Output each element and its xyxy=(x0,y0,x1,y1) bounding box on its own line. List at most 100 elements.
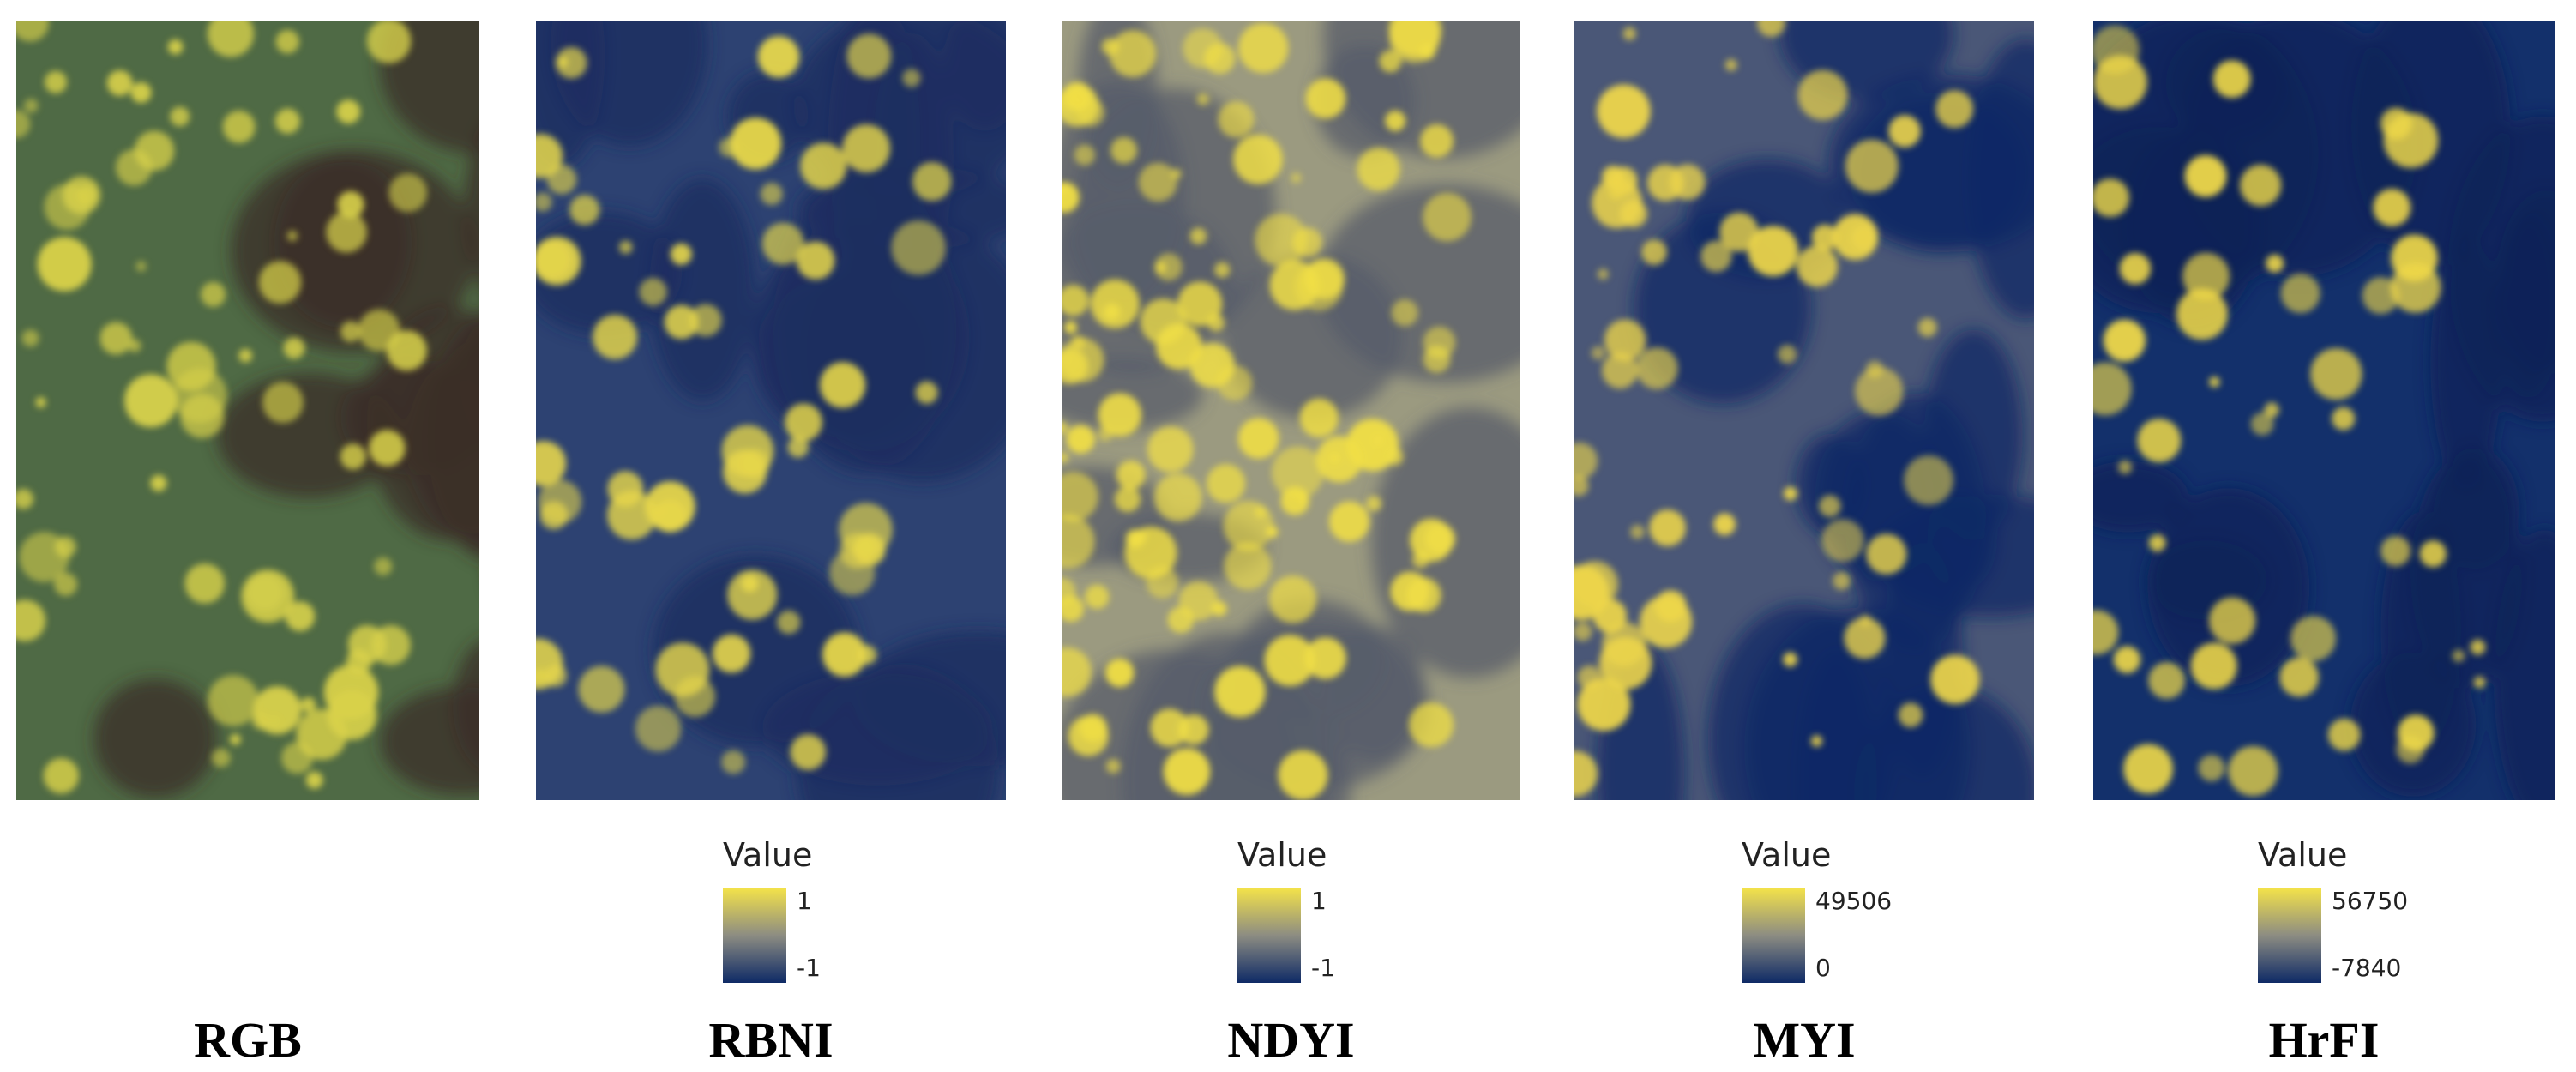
highlight-blob xyxy=(1888,115,1921,148)
highlight-blob xyxy=(2137,419,2182,463)
highlight-blob xyxy=(16,21,50,42)
highlight-blob xyxy=(1646,164,1684,202)
highlight-blob xyxy=(2119,253,2152,285)
highlight-blob xyxy=(635,705,682,752)
highlight-blob xyxy=(1423,192,1472,242)
highlight-blob xyxy=(1062,285,1089,316)
highlight-blob xyxy=(1062,515,1095,569)
highlight-blob xyxy=(1930,654,1980,704)
shade-blob xyxy=(1795,433,1867,535)
highlight-blob xyxy=(740,448,770,479)
highlight-blob xyxy=(1214,665,1266,718)
highlight-blob xyxy=(1602,622,1646,667)
highlight-blob xyxy=(246,574,284,611)
highlight-blob xyxy=(251,711,270,730)
highlight-blob xyxy=(1305,78,1346,119)
highlight-blob xyxy=(1597,268,1609,280)
highlight-blob xyxy=(777,610,801,635)
highlight-blob xyxy=(1233,134,1283,184)
highlight-blob xyxy=(1591,346,1605,360)
highlight-blob xyxy=(796,241,835,280)
highlight-blob xyxy=(2250,412,2274,436)
highlight-blob xyxy=(1124,527,1177,580)
highlight-blob xyxy=(2093,25,2140,75)
highlight-blob xyxy=(275,29,300,54)
highlight-blob xyxy=(1090,279,1140,328)
highlight-blob xyxy=(1178,714,1209,745)
highlight-blob xyxy=(1602,352,1639,389)
shade-blob xyxy=(93,678,217,798)
highlight-blob xyxy=(1150,708,1189,748)
highlight-blob xyxy=(1105,658,1135,688)
highlight-blob xyxy=(800,142,847,190)
highlight-blob xyxy=(1832,214,1879,261)
highlight-blob xyxy=(1845,139,1899,193)
legend-max: 56750 xyxy=(2332,887,2408,915)
highlight-blob xyxy=(1597,84,1651,139)
highlight-blob xyxy=(21,329,39,347)
highlight-blob xyxy=(305,771,323,789)
highlight-blob xyxy=(618,240,633,255)
highlight-blob xyxy=(1062,338,1104,382)
highlight-blob xyxy=(1641,239,1668,266)
shade-blob xyxy=(380,687,479,796)
highlight-blob xyxy=(16,489,34,509)
highlight-blob xyxy=(2198,755,2225,782)
highlight-blob xyxy=(285,601,316,632)
highlight-blob xyxy=(211,748,231,768)
highlight-blob xyxy=(1268,575,1317,623)
highlight-blob xyxy=(1757,21,1785,38)
highlight-blob xyxy=(1630,524,1645,539)
highlight-blob xyxy=(1783,652,1798,667)
highlight-blob xyxy=(323,665,379,720)
highlight-blob xyxy=(1713,513,1736,536)
highlight-blob xyxy=(1079,714,1108,743)
highlight-blob xyxy=(1379,50,1402,73)
highlight-blob xyxy=(369,430,406,467)
highlight-blob xyxy=(546,164,577,195)
legend-min: -1 xyxy=(797,954,821,982)
highlight-blob xyxy=(1424,523,1456,555)
shade-blob xyxy=(536,21,605,166)
highlight-blob xyxy=(1178,581,1219,621)
highlight-blob xyxy=(689,304,722,337)
highlight-blob xyxy=(326,211,367,253)
highlight-blob xyxy=(2391,234,2438,282)
highlight-blob xyxy=(712,634,751,673)
highlight-blob xyxy=(785,403,823,442)
shade-blob xyxy=(1828,74,2034,252)
panel-title: NDYI xyxy=(1227,1012,1354,1068)
highlight-blob xyxy=(1577,678,1631,732)
highlight-blob xyxy=(2310,347,2362,400)
highlight-blob xyxy=(1204,43,1236,75)
highlight-blob xyxy=(1085,584,1110,610)
highlight-blob xyxy=(790,734,827,770)
highlight-blob xyxy=(1418,43,1435,60)
highlight-blob xyxy=(2240,165,2282,207)
highlight-blob xyxy=(1783,486,1798,501)
highlight-blob xyxy=(24,99,39,113)
highlight-blob xyxy=(1366,496,1382,512)
highlight-blob xyxy=(1206,463,1246,503)
highlight-blob xyxy=(829,550,876,596)
shade-blob xyxy=(536,211,683,335)
highlight-blob xyxy=(593,314,638,360)
highlight-blob xyxy=(337,190,364,219)
legend-label: Value xyxy=(2258,836,2347,874)
highlight-blob xyxy=(258,261,302,304)
highlight-blob xyxy=(1062,452,1068,463)
highlight-blob xyxy=(2266,254,2284,273)
highlight-blob xyxy=(35,397,46,408)
colorbar xyxy=(723,888,786,983)
colorbar xyxy=(2258,888,2321,983)
highlight-blob xyxy=(336,99,361,124)
highlight-blob xyxy=(222,111,256,143)
panel: MYI Value 49506 0 xyxy=(1574,21,2034,1068)
highlight-blob xyxy=(2327,718,2361,751)
highlight-blob xyxy=(340,321,362,342)
shade-blob xyxy=(1707,604,1898,800)
highlight-blob xyxy=(1719,212,1759,252)
highlight-blob xyxy=(124,374,178,428)
highlight-blob xyxy=(891,220,946,275)
highlight-blob xyxy=(283,337,305,359)
